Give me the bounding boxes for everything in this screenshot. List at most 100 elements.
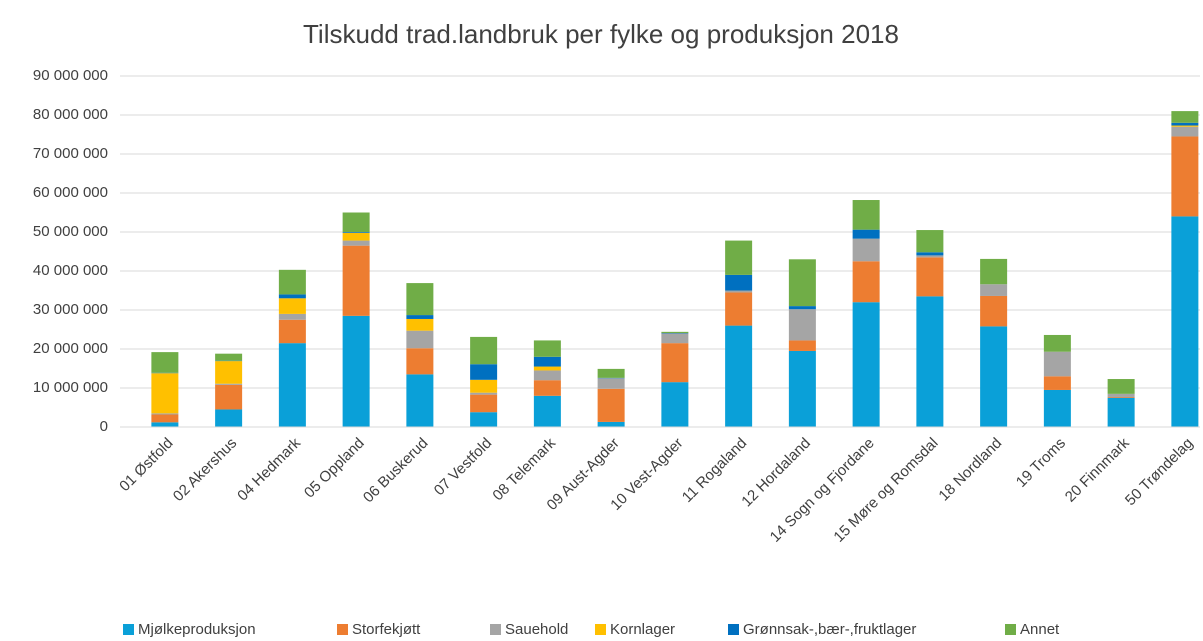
x-tick-label: 01 Østfold xyxy=(116,435,176,495)
bar-segment xyxy=(470,392,498,395)
legend-swatch xyxy=(1005,624,1016,635)
bar-segment xyxy=(406,318,434,331)
bar-segment xyxy=(788,340,816,351)
y-tick-label: 30 000 000 xyxy=(33,301,108,318)
x-tick-label: 05 Oppland xyxy=(301,435,368,502)
bar-segment xyxy=(725,325,753,427)
bar-segment xyxy=(215,353,243,361)
x-tick-label: 19 Troms xyxy=(1013,435,1069,491)
bar-segment xyxy=(1043,334,1071,352)
x-tick-label: 02 Akershus xyxy=(170,435,240,505)
bar-segment xyxy=(342,232,370,241)
bar-segment xyxy=(916,255,944,258)
bar-segment xyxy=(852,302,880,427)
bar-segment xyxy=(533,366,561,371)
bar-segment xyxy=(342,232,370,233)
bar-segment xyxy=(1107,396,1135,398)
bar-segment xyxy=(470,336,498,365)
legend-swatch xyxy=(728,624,739,635)
chart-title: Tilskudd trad.landbruk per fylke og prod… xyxy=(303,19,899,49)
bar-segment xyxy=(278,319,306,344)
bar-segment xyxy=(215,409,243,427)
bar-segment xyxy=(533,380,561,396)
y-tick-label: 60 000 000 xyxy=(33,184,108,201)
bar-segment xyxy=(597,378,625,389)
bar-segment xyxy=(1043,351,1071,377)
bar-segment xyxy=(788,309,816,341)
bar-segment xyxy=(661,333,689,344)
x-tick-label: 04 Hedmark xyxy=(234,434,304,504)
bar-segment xyxy=(725,274,753,291)
bar-segment xyxy=(151,413,179,415)
y-tick-label: 50 000 000 xyxy=(33,223,108,240)
bar-segment xyxy=(1171,216,1199,427)
bar-segment xyxy=(788,350,816,427)
bar-segment xyxy=(470,412,498,427)
bar-segment xyxy=(852,229,880,239)
bar-segment xyxy=(406,283,434,316)
legend-label: Annet xyxy=(1020,621,1060,638)
bar-segment xyxy=(470,394,498,413)
bar-segment xyxy=(916,296,944,427)
bar-segment xyxy=(278,298,306,314)
legend-label: Kornlager xyxy=(610,621,675,638)
bar-segment xyxy=(980,258,1008,285)
bar-segment xyxy=(470,364,498,380)
bar-segment xyxy=(916,257,944,297)
bar-segment xyxy=(342,315,370,427)
bar-segment xyxy=(1107,393,1135,397)
bar-segment xyxy=(533,340,561,357)
bar-segment xyxy=(215,384,243,410)
bar-segment xyxy=(278,313,306,320)
bar-segment xyxy=(342,245,370,316)
bar-segment xyxy=(1171,125,1199,127)
bar-segment xyxy=(278,269,306,295)
bar-segment xyxy=(661,343,689,383)
bar-segment xyxy=(406,348,434,375)
bar-segment xyxy=(1107,379,1135,394)
x-tick-label: 07 Vestfold xyxy=(431,435,496,500)
bar-segment xyxy=(980,326,1008,427)
x-tick-label: 11 Rogaland xyxy=(679,435,750,506)
bar-segment xyxy=(151,422,179,427)
bar-segment xyxy=(151,352,179,373)
bar-segment xyxy=(597,368,625,378)
bar-segment xyxy=(533,356,561,367)
bar-segment xyxy=(661,382,689,427)
y-tick-label: 10 000 000 xyxy=(33,379,108,396)
x-tick-label: 18 Nordland xyxy=(935,435,1005,505)
bar-segment xyxy=(278,294,306,299)
legend-swatch xyxy=(123,624,134,635)
y-tick-label: 70 000 000 xyxy=(33,145,108,162)
bar-segment xyxy=(980,284,1008,296)
bar-segment xyxy=(470,379,498,393)
legend-label: Grønnsak-,bær-,fruktlager xyxy=(743,621,916,638)
bar-segment xyxy=(1043,376,1071,390)
bar-segment xyxy=(1043,389,1071,427)
x-tick-label: 06 Buskerud xyxy=(360,435,432,507)
bar-segment xyxy=(1107,397,1135,427)
y-tick-label: 40 000 000 xyxy=(33,262,108,279)
bar-segment xyxy=(852,261,880,303)
bar-segment xyxy=(916,252,944,256)
x-tick-label: 15 Møre og Romsdal xyxy=(830,435,941,546)
legend-swatch xyxy=(337,624,348,635)
bar-segment xyxy=(852,238,880,262)
x-tick-label: 08 Telemark xyxy=(489,434,559,504)
legend-label: Storfekjøtt xyxy=(352,621,421,638)
x-tick-label: 50 Trøndelag xyxy=(1122,435,1197,510)
bar-segment xyxy=(1171,122,1199,126)
bar-segment xyxy=(406,330,434,349)
bar-segment xyxy=(852,200,880,230)
bar-segment xyxy=(725,240,753,275)
bar-segment xyxy=(725,290,753,293)
bar-segment xyxy=(533,395,561,427)
legend-label: Sauehold xyxy=(505,621,568,638)
bar-segment xyxy=(215,361,243,384)
y-tick-label: 90 000 000 xyxy=(33,67,108,84)
bar-segment xyxy=(533,370,561,381)
bar-segment xyxy=(916,230,944,253)
bar-segment xyxy=(1171,126,1199,137)
bar-segment xyxy=(151,373,179,414)
